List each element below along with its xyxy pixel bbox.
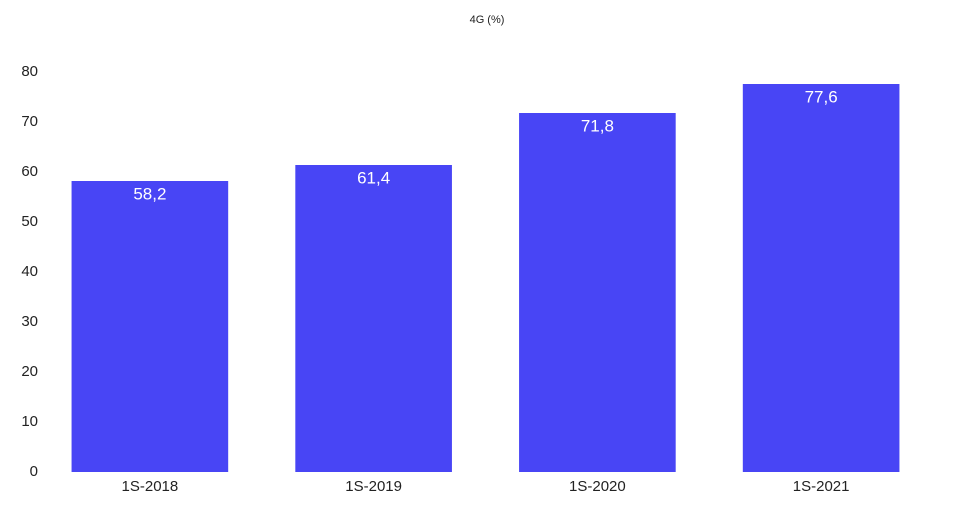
y-tick-label: 60 (21, 163, 38, 180)
y-tick-label: 80 (21, 63, 38, 80)
y-tick-label: 0 (30, 463, 38, 480)
value-label: 77,6 (805, 87, 838, 106)
y-tick-label: 20 (21, 363, 38, 380)
bar (742, 84, 900, 472)
y-tick-label: 70 (21, 113, 38, 130)
x-tick-label: 1S-2021 (793, 478, 850, 495)
y-tick-label: 30 (21, 313, 38, 330)
bar (295, 165, 452, 472)
bar (519, 113, 676, 472)
bar (71, 181, 229, 472)
y-tick-label: 10 (21, 413, 38, 430)
value-label: 71,8 (581, 116, 614, 135)
y-tick-label: 50 (21, 213, 38, 230)
chart-title: 4G (%) (470, 14, 505, 26)
x-tick-label: 1S-2020 (569, 478, 626, 495)
x-tick-label: 1S-2019 (345, 478, 402, 495)
y-tick-label: 40 (21, 263, 38, 280)
x-tick-label: 1S-2018 (122, 478, 179, 495)
value-label: 58,2 (133, 184, 166, 203)
value-label: 61,4 (357, 168, 390, 187)
